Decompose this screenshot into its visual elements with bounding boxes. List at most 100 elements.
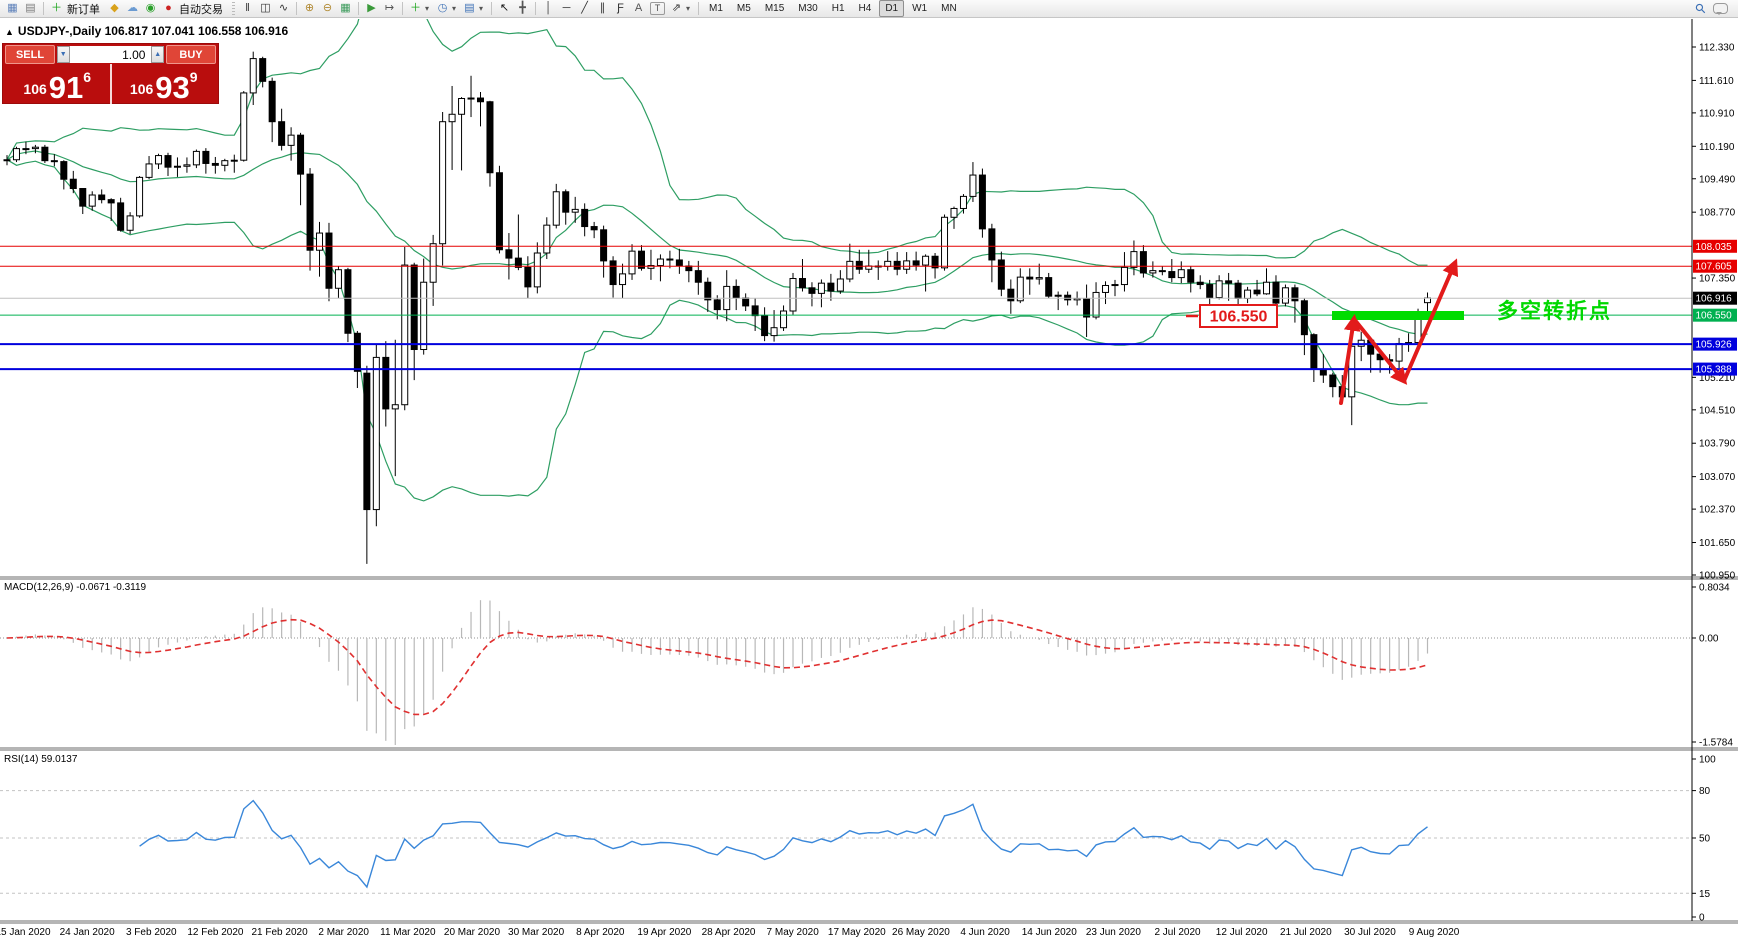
svg-text:20 Mar 2020: 20 Mar 2020 — [444, 927, 501, 938]
timeframe-button-mn[interactable]: MN — [941, 3, 957, 14]
svg-text:110.910: 110.910 — [1699, 108, 1735, 119]
macd-pane-label: MACD(12,26,9) -0.0671 -0.3119 — [4, 582, 147, 593]
toolbar-separator — [535, 2, 536, 15]
sell-price[interactable]: 106 91 6 — [5, 64, 112, 104]
svg-text:112.330: 112.330 — [1699, 43, 1735, 54]
timeframe-button-m5[interactable]: M5 — [736, 3, 751, 14]
one-click-trading-panel: SELL ▼ ▲ BUY 106 91 6 106 93 9 — [2, 43, 219, 104]
crosshair-icon[interactable]: ╋ — [519, 2, 526, 14]
trend-arrow-annotation[interactable] — [1339, 258, 1459, 405]
new-order-icon[interactable]: ＋ — [51, 2, 62, 14]
chat-icon[interactable] — [1713, 3, 1728, 15]
zoom-in-icon[interactable]: ⊕ — [304, 2, 315, 14]
vertical-line-icon[interactable]: │ — [545, 2, 552, 14]
toolbar-label-new-order[interactable]: 新订单 — [67, 3, 100, 16]
volume-input[interactable] — [69, 46, 152, 63]
toolbar-separator — [698, 2, 699, 15]
svg-text:7 May 2020: 7 May 2020 — [767, 927, 820, 938]
zoom-out-icon[interactable]: ⊖ — [322, 2, 333, 14]
text-icon[interactable]: A — [634, 2, 643, 14]
timeframe-button-m30[interactable]: M30 — [798, 3, 818, 14]
svg-text:15 Jan 2020: 15 Jan 2020 — [0, 927, 51, 938]
chart-window-icon[interactable]: ▦ — [7, 2, 18, 14]
tile-windows-icon[interactable]: ▦ — [340, 2, 351, 14]
autotrading-icon[interactable]: ● — [165, 2, 172, 14]
svg-text:19 Apr 2020: 19 Apr 2020 — [637, 927, 691, 938]
timeframe-button-h1[interactable]: H1 — [831, 3, 845, 14]
svg-text:2 Mar 2020: 2 Mar 2020 — [318, 927, 369, 938]
svg-text:105.388: 105.388 — [1696, 365, 1733, 376]
svg-text:0.00: 0.00 — [1699, 634, 1719, 645]
candlestick-chart-icon[interactable]: ◫ — [260, 2, 271, 14]
price-annotation-box[interactable] — [1199, 304, 1278, 328]
indicators-icon[interactable]: ＋ — [410, 2, 421, 14]
fibonacci-icon[interactable]: Ƒ — [617, 2, 624, 14]
svg-text:8 Apr 2020: 8 Apr 2020 — [576, 927, 625, 938]
chart-shift-icon[interactable]: ↦ — [384, 2, 395, 14]
cursor-icon[interactable]: ↖ — [499, 2, 510, 14]
svg-text:11 Mar 2020: 11 Mar 2020 — [380, 927, 436, 938]
buy-button[interactable]: BUY — [166, 45, 216, 64]
svg-text:17 May 2020: 17 May 2020 — [828, 927, 886, 938]
svg-text:14 Jun 2020: 14 Jun 2020 — [1022, 927, 1077, 938]
chevron-down-icon[interactable]: ▾ — [425, 4, 430, 13]
svg-text:-1.5784: -1.5784 — [1699, 738, 1733, 749]
bar-chart-icon[interactable]: ‖ — [245, 2, 250, 14]
axis-price-label: 105.388 — [1693, 362, 1737, 376]
chart-title: ▲ USDJPY-,Daily 106.817 107.041 106.558 1… — [5, 24, 288, 38]
timeframe-button-h4[interactable]: H4 — [858, 3, 872, 14]
axis-price-label: 106.916 — [1693, 291, 1737, 305]
toolbar-separator — [296, 2, 297, 15]
channel-icon[interactable]: ∥ — [599, 2, 606, 14]
volume-up-button[interactable]: ▲ — [151, 46, 165, 63]
svg-text:9 Aug 2020: 9 Aug 2020 — [1409, 927, 1460, 938]
svg-text:0: 0 — [1699, 913, 1705, 924]
arrows-icon[interactable]: ⇗ — [671, 2, 682, 14]
svg-text:103.790: 103.790 — [1699, 439, 1736, 450]
text-label-icon[interactable]: T — [650, 2, 665, 15]
svg-text:104.510: 104.510 — [1699, 405, 1736, 416]
chevron-down-icon[interactable]: ▾ — [479, 4, 484, 13]
macd-signal-line — [6, 618, 1428, 716]
svg-text:12 Feb 2020: 12 Feb 2020 — [187, 927, 244, 938]
templates-icon[interactable]: ▤ — [464, 2, 475, 14]
periods-icon[interactable]: ◷ — [437, 2, 448, 14]
collapse-triangle-icon[interactable]: ▲ — [5, 27, 14, 37]
svg-text:80: 80 — [1699, 786, 1711, 797]
signals-icon[interactable]: ◉ — [145, 2, 156, 14]
svg-text:101.650: 101.650 — [1699, 538, 1736, 549]
price-chart[interactable]: 112.330 111.610 110.910 110.190 109.490 108.7… — [0, 18, 1738, 945]
svg-text:107.350: 107.350 — [1699, 274, 1736, 285]
timeframe-button-m15[interactable]: M15 — [764, 3, 785, 14]
horizontal-line-icon[interactable]: ─ — [562, 2, 571, 14]
sell-button[interactable]: SELL — [5, 45, 55, 64]
trendline-icon[interactable]: ╱ — [581, 2, 588, 14]
line-chart-icon[interactable]: ∿ — [278, 2, 289, 14]
toolbar-separator — [402, 2, 403, 15]
buy-price[interactable]: 106 93 9 — [129, 69, 198, 105]
svg-text:21 Jul 2020: 21 Jul 2020 — [1280, 927, 1332, 938]
auto-scroll-icon[interactable]: ▶ — [367, 2, 376, 14]
timeframe-button-m1[interactable]: M1 — [709, 3, 723, 14]
chevron-down-icon[interactable]: ▾ — [452, 4, 457, 13]
svg-text:50: 50 — [1699, 834, 1711, 845]
axis-price-label: 108.035 — [1693, 239, 1737, 253]
toolbar-separator — [491, 2, 492, 15]
toolbar-separator — [358, 2, 359, 15]
metaeditor-icon[interactable]: ◆ — [110, 2, 119, 14]
axis-price-label: 107.605 — [1693, 259, 1737, 273]
timeframe-button-d1[interactable]: D1 — [879, 0, 905, 17]
support-zone-bar[interactable] — [1332, 311, 1464, 320]
expert-advisor-icon[interactable]: ☁ — [127, 2, 138, 14]
turning-point-annotation-text[interactable]: 多空转折点 — [1497, 299, 1612, 323]
svg-text:111.610: 111.610 — [1699, 76, 1734, 87]
volume-down-button[interactable]: ▼ — [57, 46, 70, 63]
chevron-down-icon[interactable]: ▾ — [686, 4, 691, 13]
svg-text:108.770: 108.770 — [1699, 208, 1736, 219]
timeframe-button-w1[interactable]: W1 — [912, 3, 928, 14]
profile-icon[interactable]: ▤ — [25, 2, 36, 14]
search-icon[interactable]: ⚲ — [1691, 0, 1710, 18]
toolbar-label-autotrading[interactable]: 自动交易 — [179, 3, 223, 16]
svg-text:24 Jan 2020: 24 Jan 2020 — [60, 927, 115, 938]
price-axis: 112.330 111.610 110.910 110.190 109.490 108.7… — [1692, 43, 1737, 924]
